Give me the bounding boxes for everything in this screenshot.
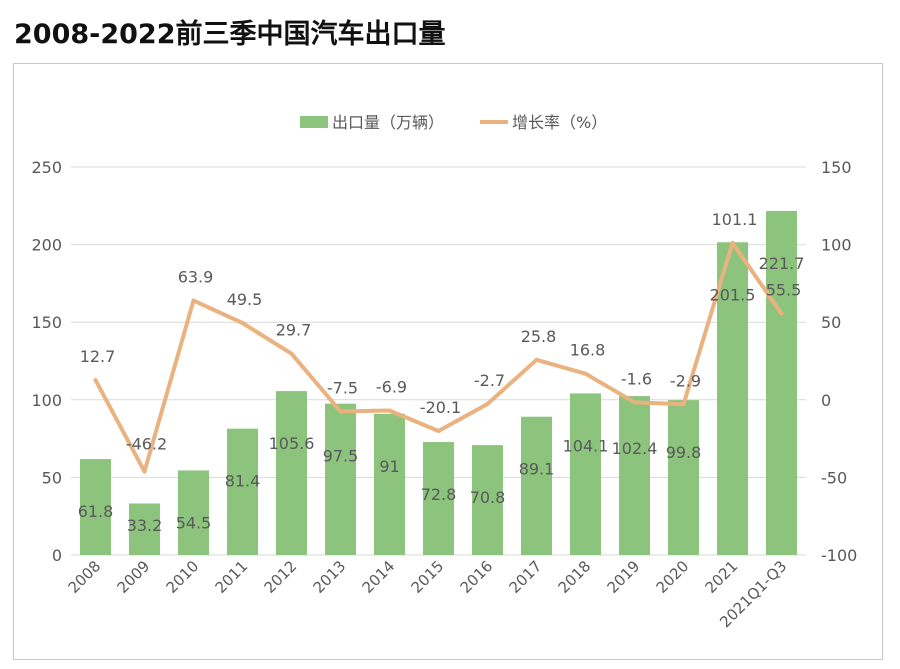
bar-value-label: 61.8 <box>78 502 114 521</box>
bar <box>423 442 454 555</box>
bar <box>227 428 258 555</box>
bar-value-label: 33.2 <box>127 516 163 535</box>
y-left-tick-label: 0 <box>52 546 62 565</box>
bar-value-label: 97.5 <box>323 447 359 466</box>
bar <box>325 403 356 555</box>
line-point <box>142 469 147 474</box>
line-value-label: 25.8 <box>521 327 557 346</box>
bar <box>668 400 699 555</box>
line-value-label: 49.5 <box>227 290 263 309</box>
bar-value-label: 54.5 <box>176 513 212 532</box>
line-point <box>191 298 196 303</box>
y-right-tick-label: 100 <box>821 236 852 255</box>
x-tick-label: 2017 <box>506 557 546 597</box>
x-tick-label: 2011 <box>212 557 252 597</box>
line-value-label: -20.1 <box>420 398 461 417</box>
legend-label-growth-rate: 增长率（%） <box>512 113 607 132</box>
line-point <box>387 408 392 413</box>
bar <box>80 459 111 555</box>
line-value-label: -6.9 <box>376 378 407 397</box>
bar-value-label: 91 <box>379 457 399 476</box>
page-title: 2008-2022前三季中国汽车出口量 <box>14 19 446 50</box>
line-point <box>240 320 245 325</box>
line-value-label: -2.7 <box>474 371 505 390</box>
line-point <box>632 400 637 405</box>
x-tick-label: 2015 <box>408 557 448 597</box>
legend: 出口量（万辆） 增长率（%） <box>300 113 607 132</box>
bar <box>178 470 209 555</box>
y-left-tick-label: 100 <box>31 391 62 410</box>
line-point <box>93 378 98 383</box>
line-point <box>289 351 294 356</box>
bar-value-label: 221.7 <box>759 254 805 273</box>
line-value-label: 29.7 <box>276 321 312 340</box>
line-value-label: -46.2 <box>126 435 167 454</box>
x-tick-label: 2010 <box>163 557 203 597</box>
line-point <box>730 240 735 245</box>
line-value-label: 63.9 <box>178 268 214 287</box>
line-value-label: -1.6 <box>621 369 652 388</box>
line-series <box>93 240 784 474</box>
bar <box>276 391 307 555</box>
x-tick-label: 2009 <box>114 557 154 597</box>
data-labels: 61.8 33.2 54.5 81.4 105.6 97.5 91 72.8 70.8 89.1 1… <box>78 210 805 535</box>
line-point <box>779 311 784 316</box>
bar <box>766 210 797 555</box>
line-value-label: 101.1 <box>712 210 758 229</box>
bar <box>717 242 748 555</box>
bar <box>472 445 503 555</box>
bar-value-label: 201.5 <box>710 285 756 304</box>
bar-series <box>80 210 797 555</box>
bar-value-label: 70.8 <box>470 488 506 507</box>
line-point <box>583 371 588 376</box>
y-right-tick-label: 0 <box>821 391 831 410</box>
x-tick-label: 2013 <box>310 557 350 597</box>
y-right-tick-label: -100 <box>821 546 857 565</box>
bar-value-label: 72.8 <box>421 485 457 504</box>
legend-swatch-bar <box>300 116 328 128</box>
bar-value-label: 104.1 <box>563 436 609 455</box>
x-tick-label: 2019 <box>604 557 644 597</box>
bar-value-label: 105.6 <box>269 434 315 453</box>
bar-value-label: 81.4 <box>225 472 261 491</box>
y-left-tick-label: 250 <box>31 158 62 177</box>
y-left-tick-label: 50 <box>42 468 62 487</box>
x-tick-label: 2014 <box>359 557 399 597</box>
y-left-tick-label: 150 <box>31 313 62 332</box>
bar <box>570 393 601 555</box>
line-value-label: 12.7 <box>80 347 116 366</box>
bar <box>374 413 405 555</box>
line-point <box>338 409 343 414</box>
chart-frame: 61.8 33.2 54.5 81.4 105.6 97.5 91 72.8 70.8 89.1 1… <box>13 63 883 660</box>
legend-label-export-volume: 出口量（万辆） <box>332 113 444 132</box>
line-value-label: -2.9 <box>670 371 701 390</box>
bar <box>521 416 552 555</box>
x-tick-label: 2021 <box>702 557 742 597</box>
bar <box>619 396 650 555</box>
x-tick-label: 2008 <box>65 557 105 597</box>
line-point <box>534 357 539 362</box>
x-tick-label: 2012 <box>261 557 301 597</box>
bar-value-label: 102.4 <box>612 439 658 458</box>
bar-value-label: 89.1 <box>519 460 555 479</box>
x-tick-label: 2018 <box>555 557 595 597</box>
line-point <box>485 401 490 406</box>
line-value-label: 16.8 <box>570 341 606 360</box>
line-point <box>681 402 686 407</box>
y-left-tick-label: 200 <box>31 236 62 255</box>
y-right-tick-label: 150 <box>821 158 852 177</box>
bar-value-label: 99.8 <box>666 443 702 462</box>
x-tick-label: 2020 <box>653 557 693 597</box>
x-tick-label: 2016 <box>457 557 497 597</box>
line-value-label: 55.5 <box>766 281 802 300</box>
line-value-label: -7.5 <box>327 378 358 397</box>
line-point <box>436 428 441 433</box>
y-right-tick-label: 50 <box>821 313 841 332</box>
bar <box>129 503 160 555</box>
combo-chart: 61.8 33.2 54.5 81.4 105.6 97.5 91 72.8 70.8 89.1 1… <box>31 113 857 631</box>
y-right-tick-label: -50 <box>821 468 847 487</box>
